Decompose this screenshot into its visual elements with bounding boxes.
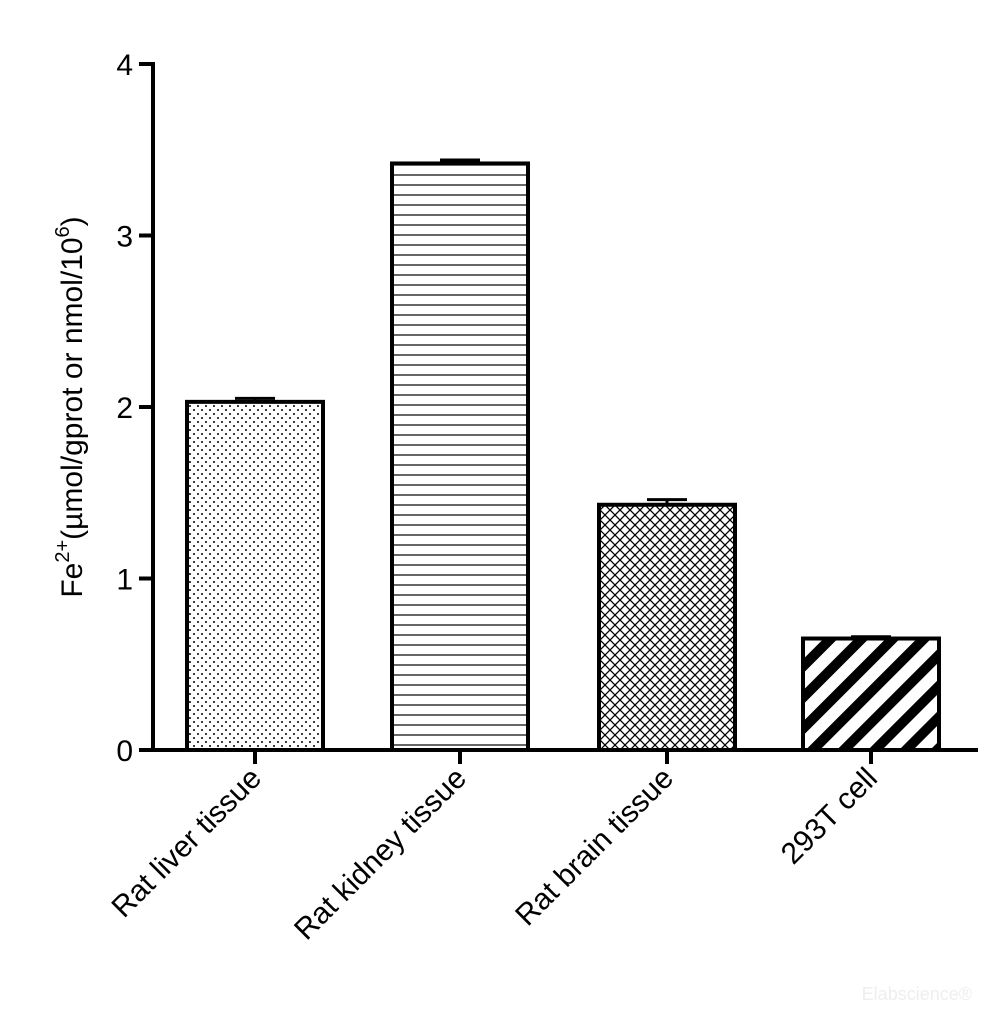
bar-rat-brain-tissue xyxy=(597,502,737,752)
y-axis-label: Fe2+(µmol/gprot or nmol/106) xyxy=(52,216,89,597)
y-tick-label: 1 xyxy=(116,564,133,597)
y-label-superscript2: 6 xyxy=(52,226,74,237)
bar-rat-liver-tissue xyxy=(185,399,325,752)
y-tick-label: 4 xyxy=(116,49,133,82)
y-tick-label: 0 xyxy=(116,735,133,768)
y-label-prefix: Fe xyxy=(56,563,89,598)
y-label-text: (µmol/gprot or nmol/10 xyxy=(56,237,89,539)
error-bar xyxy=(851,635,891,639)
bar-293t-cell xyxy=(801,636,941,753)
x-category-label: 293T cell xyxy=(775,762,884,871)
x-category-label: Rat kidney tissue xyxy=(288,762,473,947)
x-category-labels: Rat liver tissue Rat kidney tissue Rat bra… xyxy=(106,750,884,946)
bars-group xyxy=(185,161,941,753)
error-bar xyxy=(440,158,480,164)
watermark-text: Elabscience® xyxy=(862,984,972,1004)
y-tick-label: 3 xyxy=(116,221,133,254)
x-category-label: Rat liver tissue xyxy=(106,762,268,924)
plot-area: 0 1 2 3 4 Rat liver tissue Rat kidney tissue R… xyxy=(106,49,978,946)
bar-rat-kidney-tissue xyxy=(390,161,530,753)
y-tick-label: 2 xyxy=(116,392,133,425)
error-bar xyxy=(235,396,275,402)
y-label-suffix: ) xyxy=(56,216,89,226)
x-category-label: Rat brain tissue xyxy=(509,762,680,933)
error-bars-group xyxy=(235,158,891,639)
error-bar xyxy=(647,498,687,505)
y-label-superscript: 2+ xyxy=(52,540,74,563)
y-ticks-group: 0 1 2 3 4 xyxy=(116,49,153,768)
